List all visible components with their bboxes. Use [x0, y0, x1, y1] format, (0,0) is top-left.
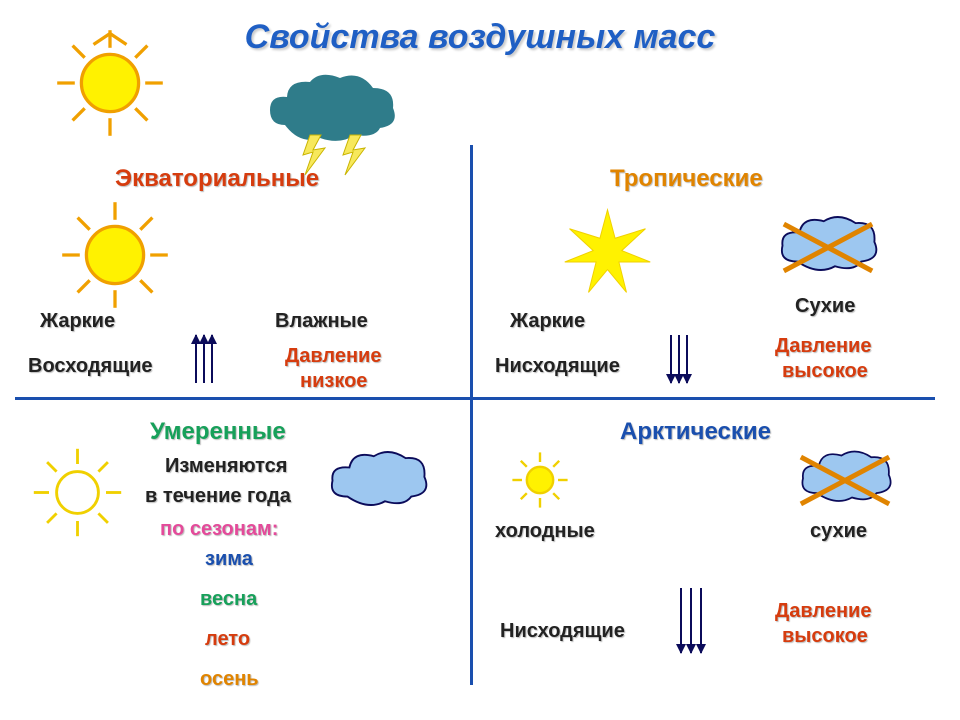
- sun-icon: [55, 28, 165, 138]
- trop-heading: Тропические: [610, 165, 763, 193]
- arrows-down-icon: [680, 588, 702, 653]
- arc-heading: Арктические: [620, 418, 771, 446]
- eq-ascending: Восходящие: [28, 355, 153, 378]
- eq-pressure2: низкое: [300, 370, 367, 393]
- arc-descending: Нисходящие: [500, 620, 625, 643]
- sun-star-icon: [560, 205, 655, 300]
- trop-descending: Нисходящие: [495, 355, 620, 378]
- eq-humid: Влажные: [275, 310, 368, 333]
- cross-icon: [778, 212, 878, 277]
- trop-hot: Жаркие: [510, 310, 585, 333]
- horizontal-axis: [15, 397, 935, 400]
- trop-pressure2: высокое: [782, 360, 868, 383]
- temp-s2: весна: [200, 588, 257, 611]
- temp-seasons-label: по сезонам:: [160, 518, 278, 541]
- cross-icon: [795, 448, 895, 508]
- temp-s4: осень: [200, 668, 259, 691]
- eq-heading: Экваториальные: [115, 165, 319, 193]
- arc-dry: сухие: [810, 520, 867, 543]
- temp-heading: Умеренные: [150, 418, 286, 446]
- eq-pressure1: Давление: [285, 345, 381, 368]
- arc-cold: холодные: [495, 520, 595, 543]
- sun-icon: [60, 200, 170, 310]
- arc-pressure2: высокое: [782, 625, 868, 648]
- arrows-up-icon: [195, 335, 213, 383]
- trop-dry: Сухие: [795, 295, 855, 318]
- cloud-icon: [320, 445, 435, 525]
- temp-change1: Изменяются: [165, 455, 287, 478]
- eq-hot: Жаркие: [40, 310, 115, 333]
- sun-outline-icon: [30, 445, 125, 540]
- temp-s3: лето: [205, 628, 250, 651]
- arrows-down-icon: [670, 335, 688, 383]
- temp-change2: в течение года: [145, 485, 291, 508]
- arc-pressure1: Давление: [775, 600, 871, 623]
- sun-small-icon: [510, 450, 570, 510]
- trop-pressure1: Давление: [775, 335, 871, 358]
- temp-s1: зима: [205, 548, 253, 571]
- vertical-axis: [470, 145, 473, 685]
